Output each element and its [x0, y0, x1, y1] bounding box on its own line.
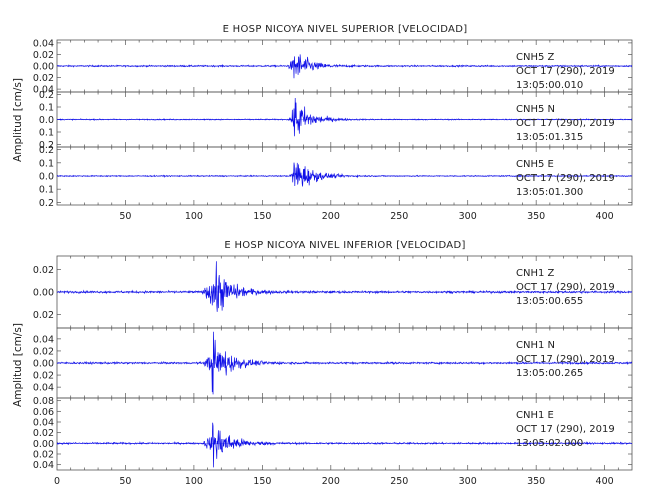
y-tick-label: 0.1	[39, 128, 54, 139]
y-tick-label: 0.04	[33, 334, 54, 345]
station-label: CNH5 Z	[516, 52, 555, 63]
x-tick-label: 50	[119, 476, 131, 487]
y-tick-label: 0.04	[33, 38, 54, 49]
y-tick-label: 0.02	[33, 428, 54, 439]
date-label: OCT 17 (290), 2019	[516, 424, 615, 435]
station-label: CNH5 N	[516, 104, 555, 115]
y-tick-label: 0.00	[33, 359, 54, 370]
date-label: OCT 17 (290), 2019	[516, 118, 615, 129]
x-tick-label: 50	[119, 211, 131, 222]
y-tick-label: 0.02	[33, 73, 54, 84]
y-tick-label: 0.02	[33, 265, 54, 276]
x-tick-label: 350	[527, 476, 545, 487]
y-tick-label: 0.2	[39, 198, 54, 209]
y-tick-label: 0.00	[33, 288, 54, 299]
x-tick-label: 100	[185, 476, 203, 487]
time-label: 13:05:01.300	[516, 187, 583, 198]
y-tick-label: 0.1	[39, 103, 54, 114]
y-tick-label: 0.00	[33, 439, 54, 450]
y-tick-label: 0.06	[33, 407, 54, 418]
time-label: 13:05:00.010	[516, 80, 583, 91]
y-tick-label: 0.00	[33, 62, 54, 73]
trace-cnh1-z: 0.02 0.00 0.02 CNH1 Z OCT 17 (290), 2019 13:0…	[33, 255, 633, 329]
lower-x-axis: 0 50 100 150 200 250 300 350 400	[54, 476, 614, 487]
x-tick-label: 0	[54, 476, 60, 487]
upper-ylabel: Amplitud [cm/s]	[12, 78, 24, 162]
upper-x-axis: 50 100 150 200 250 300 350 400	[119, 211, 613, 222]
x-tick-label: 400	[596, 476, 614, 487]
x-tick-label: 200	[322, 476, 340, 487]
time-label: 13:05:00.655	[516, 296, 583, 307]
x-tick-label: 150	[253, 476, 271, 487]
date-label: OCT 17 (290), 2019	[516, 66, 615, 77]
y-tick-label: 0.02	[33, 450, 54, 461]
y-tick-label: 0.0	[39, 115, 54, 126]
upper-panel: E HOSP NICOYA NIVEL SUPERIOR [VELOCIDAD]…	[12, 24, 633, 222]
y-tick-label: 0.08	[33, 396, 54, 407]
station-label: CNH1 E	[516, 410, 554, 421]
y-tick-label: 0.02	[33, 50, 54, 61]
x-tick-label: 400	[596, 211, 614, 222]
station-label: CNH5 E	[516, 159, 554, 170]
y-tick-label: 0.04	[33, 383, 54, 394]
x-tick-label: 300	[459, 211, 477, 222]
x-tick-label: 100	[185, 211, 203, 222]
y-tick-label: 0.2	[39, 90, 54, 101]
x-tick-label: 250	[390, 476, 408, 487]
y-tick-label: 0.02	[33, 371, 54, 382]
y-tick-label: 0.1	[39, 158, 54, 169]
date-label: OCT 17 (290), 2019	[516, 282, 615, 293]
time-label: 13:05:00.265	[516, 368, 583, 379]
y-tick-label: 0.02	[33, 310, 54, 321]
y-tick-label: 0.2	[39, 145, 54, 156]
date-label: OCT 17 (290), 2019	[516, 173, 615, 184]
y-tick-label: 0.04	[33, 460, 54, 471]
lower-panel-title: E HOSP NICOYA NIVEL INFERIOR [VELOCIDAD]	[224, 240, 465, 251]
y-tick-label: 0.0	[39, 172, 54, 183]
station-label: CNH1 Z	[516, 268, 555, 279]
y-tick-label: 0.1	[39, 185, 54, 196]
upper-panel-title: E HOSP NICOYA NIVEL SUPERIOR [VELOCIDAD]	[223, 24, 468, 35]
y-tick-label: 0.04	[33, 418, 54, 429]
date-label: OCT 17 (290), 2019	[516, 354, 615, 365]
x-tick-label: 250	[390, 211, 408, 222]
lower-panel: E HOSP NICOYA NIVEL INFERIOR [VELOCIDAD]…	[12, 240, 633, 487]
x-tick-label: 150	[253, 211, 271, 222]
y-tick-label: 0.02	[33, 346, 54, 357]
trace-cnh5-e: 0.2 0.1 0.0 0.1 0.2 CNH5 E OCT 17 (290), 2019 1…	[39, 145, 633, 209]
time-label: 13:05:02.000	[516, 438, 583, 449]
x-tick-label: 200	[322, 211, 340, 222]
y-tick-label: 0.04	[33, 85, 54, 96]
station-label: CNH1 N	[516, 340, 555, 351]
y-tick-label: 0.2	[39, 140, 54, 151]
lower-ylabel: Amplitud [cm/s]	[12, 323, 24, 407]
time-label: 13:05:01.315	[516, 132, 583, 143]
x-tick-label: 350	[527, 211, 545, 222]
x-tick-label: 300	[459, 476, 477, 487]
